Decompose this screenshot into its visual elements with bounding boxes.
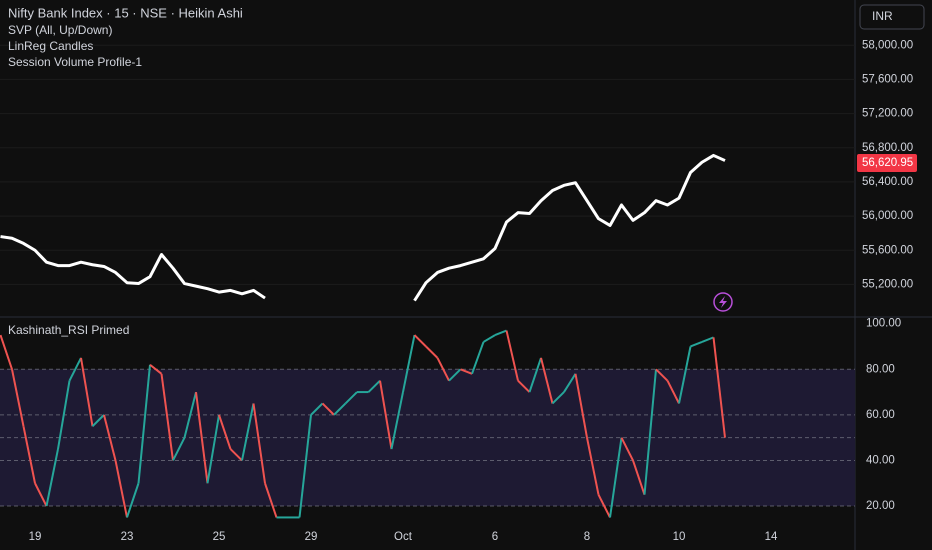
rsi-segment xyxy=(160,373,174,461)
y-tick-label: 40.00 xyxy=(866,454,895,466)
x-tick-label: 10 xyxy=(673,531,686,543)
rsi-title: Kashinath_RSI Primed xyxy=(8,323,129,337)
rsi-segment xyxy=(0,334,13,370)
alert-bolt xyxy=(719,296,727,308)
marks xyxy=(0,44,855,519)
rsi-segment xyxy=(379,380,393,450)
rsi-segment xyxy=(540,357,554,404)
indicator-label: LinReg Candles xyxy=(8,39,93,53)
rsi-segment xyxy=(712,337,726,438)
rsi-segment xyxy=(252,403,266,484)
rsi-segment xyxy=(172,437,186,461)
indicator-label: SVP (All, Up/Down) xyxy=(8,23,112,37)
rsi-segment xyxy=(206,414,220,484)
x-tick-label: 14 xyxy=(765,531,778,543)
rsi-segment xyxy=(517,379,531,393)
rsi-segment xyxy=(333,402,347,416)
rsi-segment xyxy=(597,494,611,518)
rsi-segment xyxy=(22,426,36,484)
rsi-segment xyxy=(114,460,128,518)
rsi-segment xyxy=(551,391,565,405)
rsi-segment xyxy=(264,482,278,518)
alert-icon[interactable] xyxy=(713,292,733,312)
y-tick-label: 56,800.00 xyxy=(862,142,913,154)
rsi-segment xyxy=(57,380,71,450)
rsi-segment xyxy=(494,329,507,337)
y-tick-label: 56,000.00 xyxy=(862,210,913,222)
rsi-segment xyxy=(425,345,439,359)
rsi-segment xyxy=(390,391,404,450)
rsi-segment xyxy=(80,357,94,427)
rsi-segment xyxy=(229,448,243,462)
rsi-segment xyxy=(367,379,381,393)
rsi-segment xyxy=(137,364,151,484)
rsi-segment xyxy=(620,437,634,461)
x-tick-label: 29 xyxy=(305,531,318,543)
rsi-segment xyxy=(68,357,82,382)
rsi-segment xyxy=(482,334,496,343)
y-tick-label: 100.00 xyxy=(866,318,901,330)
indicator-label: Session Volume Profile-1 xyxy=(8,55,142,69)
rsi-segment xyxy=(45,448,59,507)
rsi-segment xyxy=(632,460,646,495)
rsi-segment xyxy=(218,414,232,450)
rsi-segment xyxy=(701,336,714,343)
rsi-segment xyxy=(298,414,312,518)
rsi-segment xyxy=(460,368,473,375)
x-tick-label: 8 xyxy=(584,531,590,543)
rsi-segment xyxy=(91,414,105,427)
rsi-segment xyxy=(609,437,623,518)
y-tick-label: 60.00 xyxy=(866,409,895,421)
rsi-segment xyxy=(678,346,692,404)
y-tick-label: 56,400.00 xyxy=(862,176,913,188)
y-tick-label: 20.00 xyxy=(866,500,895,512)
rsi-segment xyxy=(34,482,48,507)
rsi-segment xyxy=(195,391,209,484)
y-tick-label: 80.00 xyxy=(866,363,895,375)
chart-title: Nifty Bank Index · 15 · NSE · Heikin Ash… xyxy=(8,5,243,20)
rsi-segment xyxy=(413,334,427,348)
x-tick-label: 19 xyxy=(29,531,42,543)
y-tick-label: 55,200.00 xyxy=(862,278,913,290)
rsi-segment xyxy=(103,414,117,461)
rsi-segment xyxy=(11,369,25,427)
rsi-segment xyxy=(586,437,600,495)
last-price-box xyxy=(857,154,917,173)
y-tick-label: 57,600.00 xyxy=(862,73,913,85)
rsi-segment xyxy=(183,391,197,438)
currency-label[interactable]: INR xyxy=(872,9,893,23)
rsi-segment xyxy=(321,402,335,416)
x-tick-label: 6 xyxy=(492,531,498,543)
rsi-segment xyxy=(666,380,680,404)
y-tick-label: 55,600.00 xyxy=(862,244,913,256)
x-tick-label: Oct xyxy=(394,531,413,543)
rsi-segment xyxy=(149,363,163,375)
x-tick-label: 25 xyxy=(213,531,226,543)
rsi-segment xyxy=(436,357,450,382)
rsi-segment xyxy=(655,368,669,382)
rsi-segment xyxy=(574,373,588,438)
price-line xyxy=(0,153,726,302)
rsi-segment xyxy=(310,402,324,416)
x-tick-label: 23 xyxy=(121,531,134,543)
rsi-segment xyxy=(505,330,519,381)
rsi-segment xyxy=(344,391,358,405)
rsi-segment xyxy=(690,341,703,348)
rsi-segment xyxy=(563,373,577,393)
rsi-segment xyxy=(448,368,462,382)
y-tick-label: 58,000.00 xyxy=(862,39,913,51)
last-price-label: 56,620.95 xyxy=(862,157,913,169)
rsi-segment xyxy=(241,403,255,461)
rsi-segment xyxy=(471,341,485,375)
y-tick-label: 57,200.00 xyxy=(862,108,913,120)
rsi-segment xyxy=(402,334,416,393)
rsi-segment xyxy=(528,357,542,393)
rsi-segment xyxy=(643,369,657,495)
rsi-segment xyxy=(126,482,140,518)
currency-button[interactable] xyxy=(859,4,925,30)
